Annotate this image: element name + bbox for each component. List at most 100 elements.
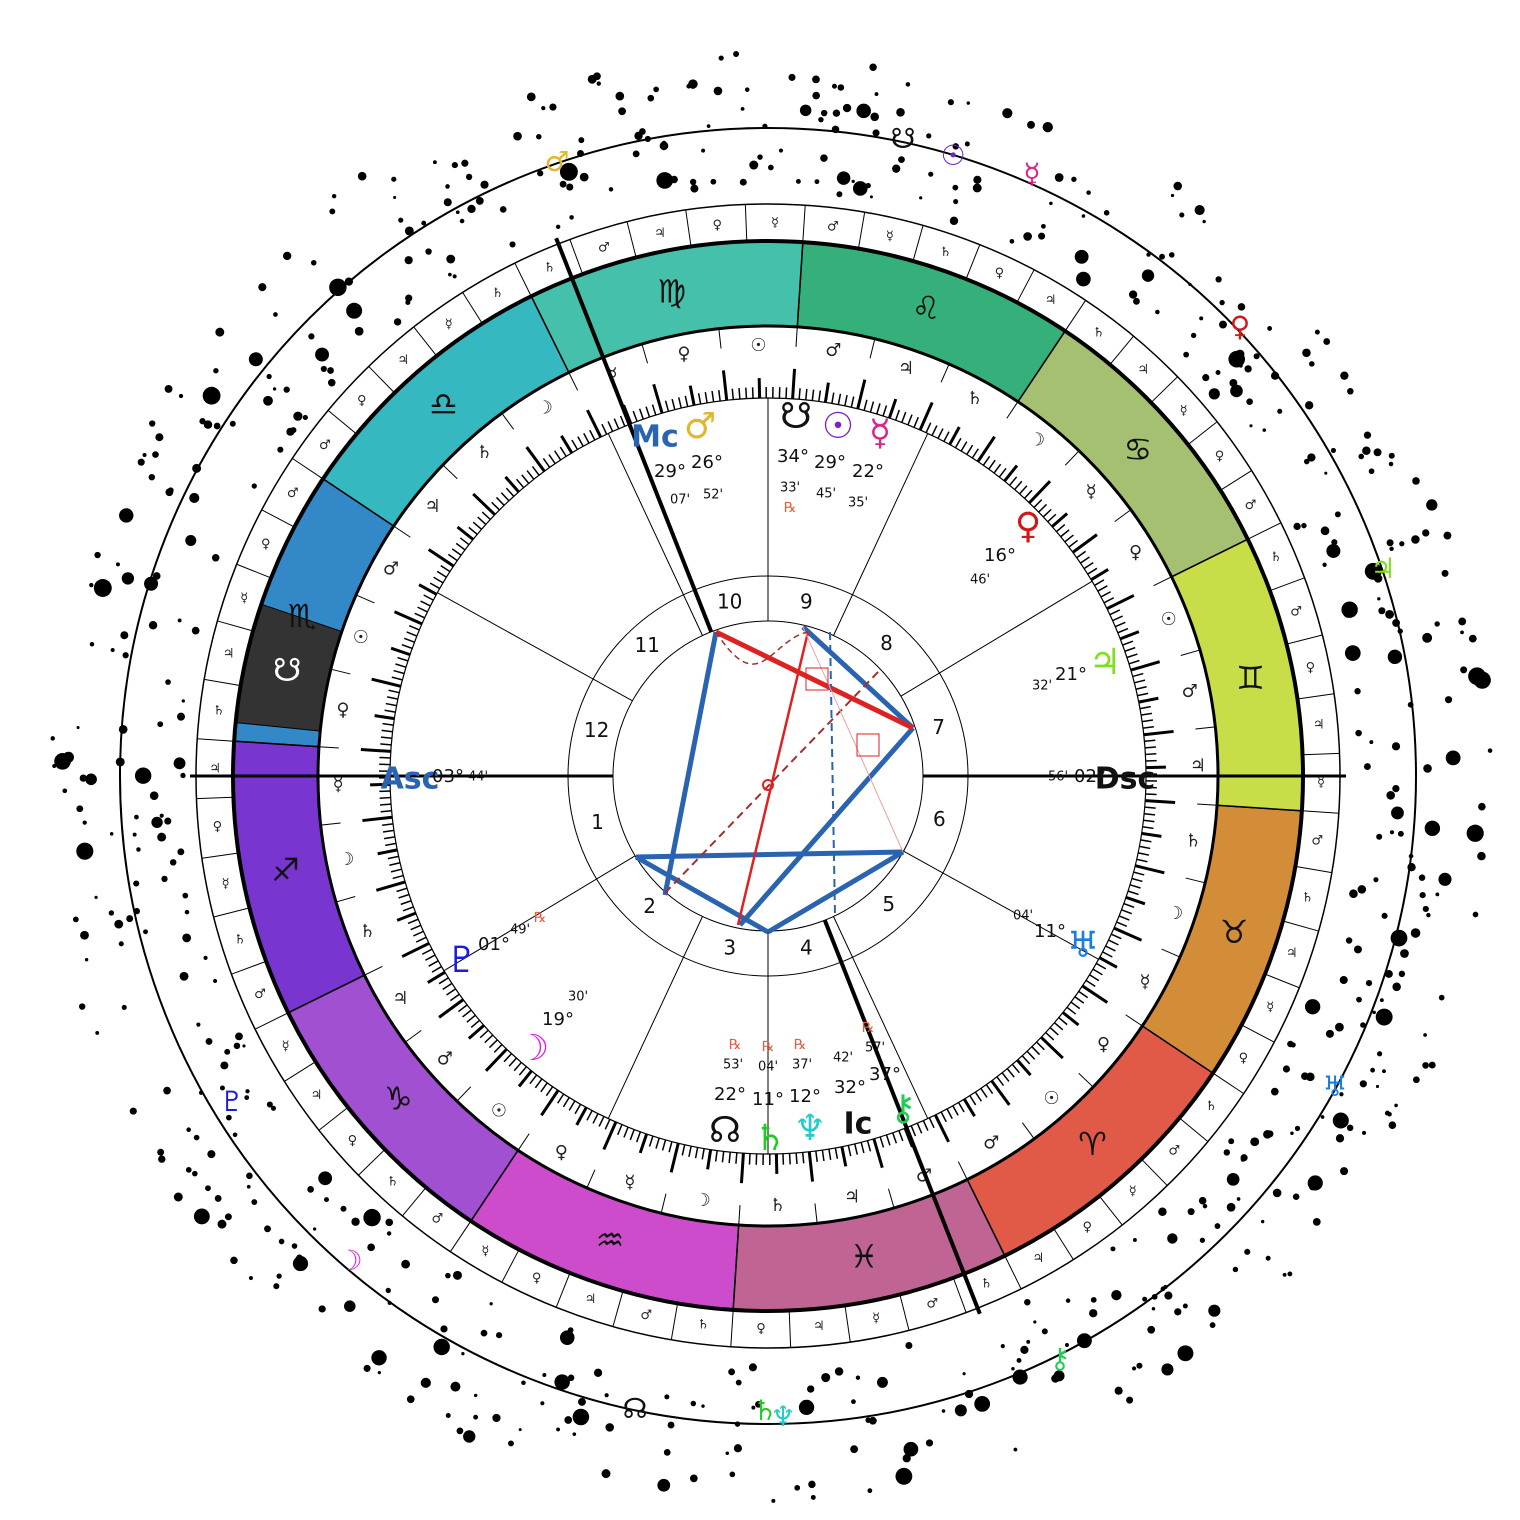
degree-tick [655, 1137, 660, 1149]
decan-glyph: ♂ [825, 340, 841, 361]
degree-tick [568, 1100, 576, 1111]
term-divider [284, 1061, 316, 1082]
star-dot [559, 1330, 575, 1345]
degree-tick [854, 1143, 859, 1155]
star-dot [433, 1338, 450, 1356]
degree-tick [1141, 831, 1162, 838]
degree-tick [834, 1147, 839, 1159]
degree-tick [694, 1147, 699, 1159]
star-dot [354, 326, 364, 336]
house-number: 12 [584, 718, 609, 742]
star-dot [1114, 1386, 1123, 1395]
star-dot [632, 150, 640, 158]
term-divider [318, 1106, 349, 1131]
degree-tick [493, 1044, 503, 1053]
star-dot [1426, 499, 1438, 511]
star-dot [1356, 996, 1362, 1003]
degree-tick [933, 1114, 950, 1143]
star-dot [181, 699, 185, 703]
degree-tick [451, 548, 462, 556]
planet-retrograde: ℞ [794, 1037, 807, 1053]
house-cusp [833, 916, 929, 1119]
star-dot [266, 1101, 273, 1108]
star-dot [121, 1004, 127, 1010]
star-dot [1270, 1087, 1279, 1096]
star-dot [405, 294, 413, 302]
star-dot [318, 1171, 333, 1186]
degree-tick [1132, 672, 1144, 678]
degree-tick [1139, 845, 1151, 850]
degree-tick [401, 941, 430, 958]
term-divider [952, 1277, 967, 1313]
degree-tick [410, 924, 422, 931]
degree-tick [1003, 464, 1019, 483]
degree-tick [484, 1048, 508, 1072]
degree-tick [415, 936, 427, 943]
planet-glyph: ♅ [1067, 925, 1099, 966]
star-dot [820, 109, 828, 117]
planet-minute: 52' [703, 488, 723, 503]
star-dot [615, 91, 625, 101]
house-cusp [607, 916, 703, 1119]
planet-degree: 34° [777, 446, 809, 467]
star-dot [213, 368, 219, 374]
star-dot [1388, 461, 1394, 467]
star-dot [273, 1283, 280, 1290]
degree-tick [804, 388, 808, 400]
star-dot [868, 1416, 877, 1425]
term-glyph: ☿ [872, 1311, 880, 1326]
star-dot [1151, 1307, 1156, 1311]
degree-tick [795, 1152, 798, 1164]
planet-glyph: Mc [631, 420, 679, 455]
degree-tick [1040, 1036, 1064, 1060]
star-dot [446, 254, 456, 264]
star-dot [450, 1381, 461, 1392]
term-divider [1295, 865, 1332, 874]
degree-tick [1137, 692, 1149, 697]
degree-tick [529, 1074, 538, 1085]
degree-tick [457, 1004, 468, 1013]
term-glyph: ♂ [1311, 833, 1323, 848]
planet-minute: 56' [1048, 770, 1068, 785]
star-dot [393, 195, 397, 199]
star-dot [1282, 1065, 1291, 1073]
decan-divider [586, 1169, 596, 1189]
term-glyph: ♀ [1083, 1220, 1093, 1235]
outer-circle [119, 127, 1417, 1425]
star-dot [869, 63, 877, 72]
star-dot [157, 832, 167, 842]
star-dot [1301, 1072, 1309, 1081]
degree-tick [429, 582, 441, 590]
degree-tick [887, 398, 898, 419]
star-dot [193, 1208, 210, 1225]
ic-line [822, 919, 982, 1315]
star-dot [1287, 1271, 1293, 1277]
decan-glyph: ♄ [359, 921, 375, 942]
star-dot [1042, 121, 1053, 133]
star-dot [179, 971, 189, 981]
degree-tick [1011, 1063, 1021, 1074]
degree-tick [1055, 523, 1066, 533]
term-divider [1302, 752, 1340, 756]
degree-tick [745, 387, 748, 399]
star-dot [115, 562, 120, 567]
decan-divider [1078, 1072, 1094, 1088]
star-dot [1293, 522, 1301, 531]
star-dot [1340, 371, 1349, 380]
star-dot [1228, 1138, 1235, 1145]
star-dot [152, 572, 161, 580]
term-divider [1241, 1024, 1275, 1043]
planet-degree: 37° [869, 1064, 901, 1085]
star-dot [89, 642, 95, 647]
term-glyph: ♄ [1270, 550, 1282, 565]
star-dot [740, 106, 745, 111]
star-dot [608, 187, 614, 192]
degree-tick [1143, 819, 1155, 823]
star-dot [445, 1272, 451, 1279]
degree-tick [481, 511, 491, 521]
degree-tick [604, 1119, 611, 1130]
star-dot [290, 427, 297, 434]
degree-tick [613, 418, 620, 430]
star-dot [371, 1350, 387, 1366]
degree-tick [389, 862, 401, 867]
